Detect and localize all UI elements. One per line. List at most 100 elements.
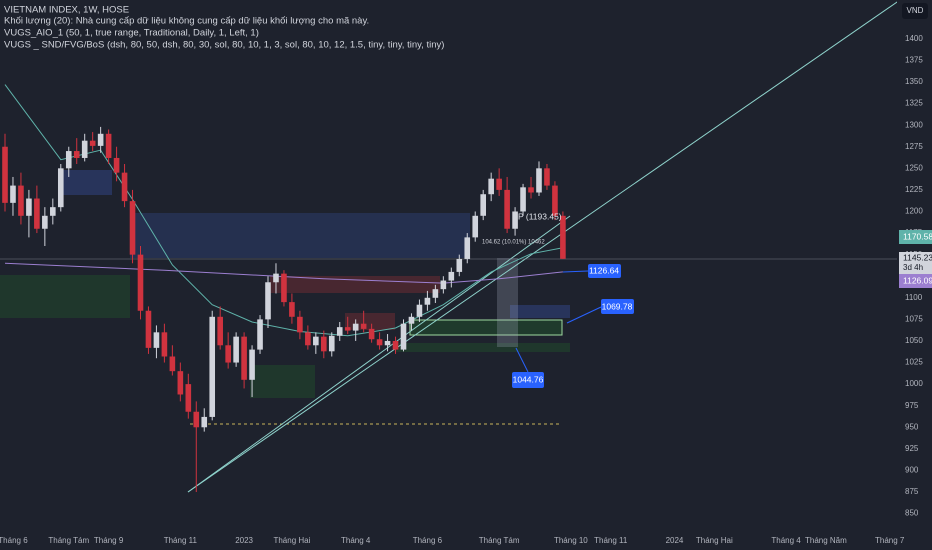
candle-body — [2, 146, 8, 203]
candle-body — [89, 140, 96, 146]
zone — [250, 365, 315, 398]
label-box — [512, 372, 544, 388]
y-tick-label: 900 — [905, 466, 919, 475]
candle-body — [504, 189, 510, 229]
x-tick-label: 2024 — [666, 536, 684, 545]
x-tick-label: Tháng 4 — [341, 536, 371, 545]
candle-body — [456, 258, 463, 272]
measure-label: 104.62 (10.01%) 10462 — [482, 240, 545, 246]
plot — [2, 84, 566, 493]
y-tick-label: 1200 — [905, 207, 923, 216]
candle-body — [121, 172, 128, 202]
candle-body — [241, 336, 247, 380]
zone — [130, 213, 470, 258]
axis-tag-label: 1126.09 — [903, 275, 932, 285]
x-tick-label: Tháng 7 — [875, 536, 905, 545]
y-tick-label: 1225 — [905, 185, 923, 194]
candle-body — [528, 187, 534, 193]
axis-tag — [899, 230, 932, 244]
candle-body — [137, 254, 144, 311]
y-tick-label: 1350 — [905, 77, 923, 86]
y-tick-label: 1000 — [905, 379, 923, 388]
indicator-line: VUGS _ SND/FVG/BoS (dsh, 80, 50, dsh, 80… — [4, 40, 444, 51]
candle-body — [65, 151, 72, 169]
candle-body — [400, 323, 407, 350]
y-tick-label: 875 — [905, 487, 919, 496]
candle-body — [105, 133, 112, 158]
zone — [395, 343, 570, 352]
candle-body — [81, 140, 88, 158]
chart-title: VIETNAM INDEX, 1W, HOSE — [4, 5, 129, 16]
axis-tag — [899, 274, 932, 288]
candle-body — [233, 336, 239, 363]
trend-line — [187, 0, 901, 493]
indicator-line: Khối lượng (20): Nhà cung cấp dữ liệu kh… — [4, 16, 369, 27]
candle-body — [464, 237, 471, 259]
candle-body — [57, 168, 64, 208]
measure-box — [497, 258, 518, 347]
label-box — [601, 299, 634, 314]
candle-body — [177, 371, 184, 395]
candle-body — [42, 215, 48, 229]
candle-body — [368, 328, 375, 340]
zones — [0, 170, 570, 398]
axis-tag — [899, 252, 932, 275]
x-tick-label: Tháng 6 — [0, 536, 28, 545]
y-tick-label: 1325 — [905, 99, 923, 108]
pointer — [566, 306, 602, 324]
trend-line — [187, 215, 571, 493]
time-axis — [0, 530, 897, 550]
candle-body — [336, 327, 343, 336]
x-tick-label: Tháng 11 — [594, 536, 628, 545]
candle-body — [352, 323, 359, 331]
candle-body — [496, 178, 502, 190]
candle-body — [26, 198, 32, 216]
axis-tags: 1170.58 1145.23 3d 4h 1126.09 VND — [899, 3, 932, 288]
candle-body — [344, 327, 351, 331]
currency-box — [902, 3, 928, 19]
price-label: 1069.78 — [602, 301, 633, 311]
x-tick-label: 2023 — [235, 536, 253, 545]
annotations: 1126.64 1069.78 1044.76 P (1193.45) 104.… — [482, 211, 634, 388]
x-tick-label: Tháng Năm — [805, 536, 847, 545]
candle-body — [169, 356, 176, 372]
zone — [409, 319, 563, 336]
candle-body — [73, 151, 80, 158]
candle-body — [360, 323, 367, 329]
legend: VIETNAM INDEX, 1W, HOSE Khối lượng (20):… — [4, 5, 444, 51]
candle-body — [34, 198, 40, 229]
candle-body — [185, 384, 192, 412]
candle-body — [129, 201, 136, 255]
y-tick-label: 1250 — [905, 163, 923, 172]
y-tick-label: 1025 — [905, 358, 923, 367]
candle-body — [448, 271, 455, 281]
candle-body — [392, 340, 399, 350]
zone — [0, 275, 130, 318]
x-tick-label: Tháng 10 — [554, 536, 588, 545]
x-tick-label: Tháng 4 — [771, 536, 801, 545]
x-tick-label: Tháng 9 — [94, 536, 124, 545]
pivot-label: P (1193.45) — [518, 211, 562, 221]
x-tick-label: Tháng Hai — [273, 536, 310, 545]
candle-body — [328, 335, 335, 352]
candle-body — [472, 215, 479, 238]
price-label: 1044.76 — [513, 374, 544, 384]
y-tick-label: 950 — [905, 422, 919, 431]
indicator-line: VUGS_AIO_1 (50, 1, true range, Tradition… — [4, 28, 259, 39]
x-tick-label: Tháng Tám — [479, 536, 520, 545]
candle-body — [18, 185, 24, 216]
y-tick-label: 1075 — [905, 314, 923, 323]
candle-body — [520, 187, 526, 212]
candle-body — [560, 215, 566, 259]
y-tick-label: 1275 — [905, 142, 923, 151]
candle-body — [321, 336, 327, 352]
candle-body — [480, 194, 486, 216]
y-tick-label: 1400 — [905, 34, 923, 43]
candle-body — [440, 280, 447, 290]
zone — [345, 313, 395, 330]
candle-body — [217, 316, 223, 346]
y-tick-label: 925 — [905, 444, 919, 453]
candle-body — [249, 349, 255, 380]
y-tick-label: 1050 — [905, 336, 923, 345]
